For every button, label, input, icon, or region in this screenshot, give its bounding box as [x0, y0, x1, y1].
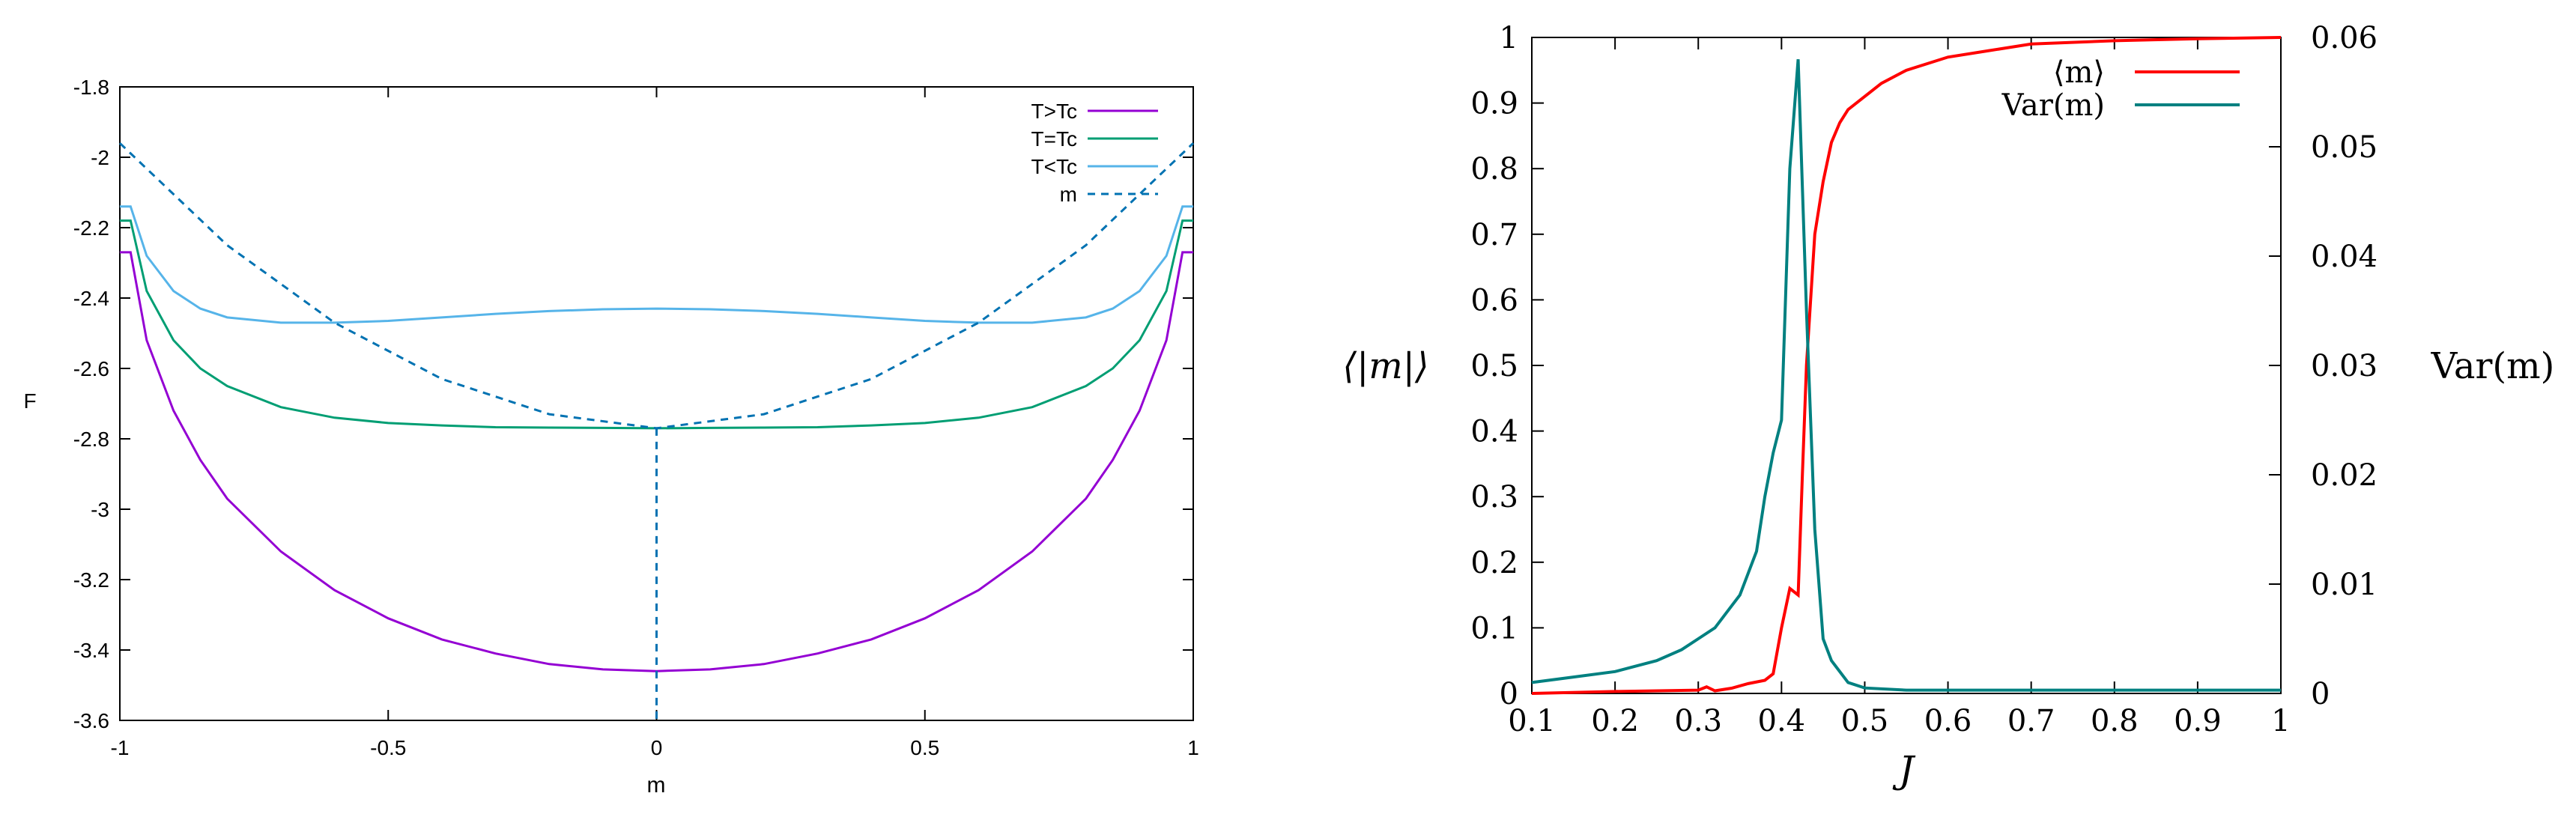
left-y-ticks: -1.8 -2 -2.2 -2.4 -2.6 -2.8 -3 -3.2 -3.4 -3.6 [73, 76, 1193, 732]
left-legend-label: m [1060, 183, 1077, 206]
left-y-tick-label: -1.8 [73, 76, 109, 99]
right-y2-tick-label: 0.03 [2311, 349, 2378, 383]
right-x-tick-label: 0.4 [1758, 704, 1806, 738]
left-series-line-1 [120, 219, 1193, 430]
right-y-tick-label: 0.5 [1470, 349, 1518, 383]
left-x-axis-label: m [647, 773, 666, 798]
right-x-axis-label: J [1892, 748, 1916, 792]
right-x-tick-label: 0.3 [1674, 704, 1722, 738]
left-y-tick-label: -2.2 [73, 216, 109, 240]
free-energy-panel: -1.8-2-2.2-2.4-2.6-2.8-3-3.2-3.4-3.6 -1-… [23, 76, 1198, 798]
right-series-line-0 [1531, 36, 2282, 695]
right-y-tick-label: 0.1 [1470, 611, 1518, 646]
right-y2-tick-label: 0 [2311, 677, 2330, 711]
left-y-tick-label: -3.6 [73, 709, 109, 732]
right-series-line-1 [1531, 59, 2281, 692]
right-y-tick-label: 1 [1500, 21, 1518, 55]
right-y-tick-label: 0 [1500, 677, 1518, 711]
left-x-tick-label: 1 [1187, 736, 1199, 759]
left-x-tick-label: -1 [111, 736, 130, 759]
right-legend: ⟨m⟩Var(m) [2001, 55, 2240, 123]
left-series [118, 142, 1195, 720]
left-y-tick-label: -2.4 [73, 287, 109, 310]
right-y-tick-label: 0.9 [1470, 87, 1518, 121]
left-series-line-3 [118, 142, 1195, 430]
left-x-tick-label: 0 [651, 736, 663, 759]
left-plot-frame [119, 86, 1194, 721]
left-y-tick-label: -3 [91, 498, 109, 521]
left-x-ticks: -1 -0.5 0 0.5 1 [111, 87, 1199, 759]
left-series-line-2 [120, 205, 1193, 324]
left-y-axis-label: F [23, 389, 36, 413]
right-series [1531, 36, 2282, 695]
left-y-tick-label: -3.4 [73, 639, 109, 662]
right-y-tick-label: 0.4 [1470, 415, 1518, 449]
right-y-tick-label: 0.3 [1470, 480, 1518, 514]
right-x-tick-label: 0.8 [2091, 704, 2139, 738]
left-y-tick-label: -2.8 [73, 428, 109, 451]
right-x-tick-label: 0.6 [1924, 704, 1972, 738]
right-legend-label: Var(m) [2001, 88, 2105, 123]
right-y-tick-label: 0.7 [1470, 218, 1518, 252]
right-x-tick-label: 0.1 [1508, 704, 1556, 738]
magnetization-panel: 00.10.20.30.40.50.60.70.80.91 00.010.020… [1342, 21, 2554, 792]
right-x-tick-label: 0.5 [1841, 704, 1889, 738]
left-legend-label: T<Tc [1031, 155, 1077, 178]
left-y-tick-label: -2.6 [73, 357, 109, 380]
right-y2-tick-label: 0.01 [2311, 568, 2378, 602]
right-y-tick-label: 0.6 [1470, 283, 1518, 318]
right-y2-tick-label: 0.02 [2311, 458, 2378, 493]
left-y-tick-label: -2 [91, 146, 109, 169]
right-y2-tick-label: 0.04 [2311, 240, 2378, 274]
right-x-tick-label: 0.9 [2174, 704, 2222, 738]
right-left-y-ticks: 0 0.1 0.2 0.3 0.4 0.5 0.6 0.7 0.8 0.9 1 [1470, 21, 1544, 711]
left-legend: T>Tc T=Tc T<Tc m [1031, 100, 1158, 206]
right-y2-axis-label: Var(m) [2431, 345, 2555, 387]
right-x-tick-label: 0.7 [2007, 704, 2055, 738]
left-x-tick-label: -0.5 [370, 736, 406, 759]
right-legend-label: ⟨m⟩ [2053, 55, 2105, 90]
right-x-tick-label: 1 [2271, 704, 2290, 738]
right-x-ticks: 0.1 0.2 0.3 0.4 0.5 0.6 0.7 0.8 0.9 1 [1508, 37, 2291, 738]
right-y-tick-label: 0.2 [1470, 546, 1518, 580]
left-legend-label: T=Tc [1031, 127, 1077, 151]
right-y-axis-label: ⟨|m|⟩ [1342, 345, 1428, 387]
left-legend-label: T>Tc [1031, 100, 1077, 123]
right-x-tick-label: 0.2 [1591, 704, 1639, 738]
right-plot-frame [1531, 37, 2282, 694]
left-x-tick-label: 0.5 [910, 736, 939, 759]
right-y2-tick-label: 0.05 [2311, 130, 2378, 165]
right-right-y-ticks: 0 0.01 0.02 0.03 0.04 0.05 0.06 [2269, 21, 2378, 711]
right-y2-tick-label: 0.06 [2311, 21, 2378, 55]
right-y-tick-label: 0.8 [1470, 152, 1518, 186]
left-y-tick-label: -3.2 [73, 568, 109, 592]
